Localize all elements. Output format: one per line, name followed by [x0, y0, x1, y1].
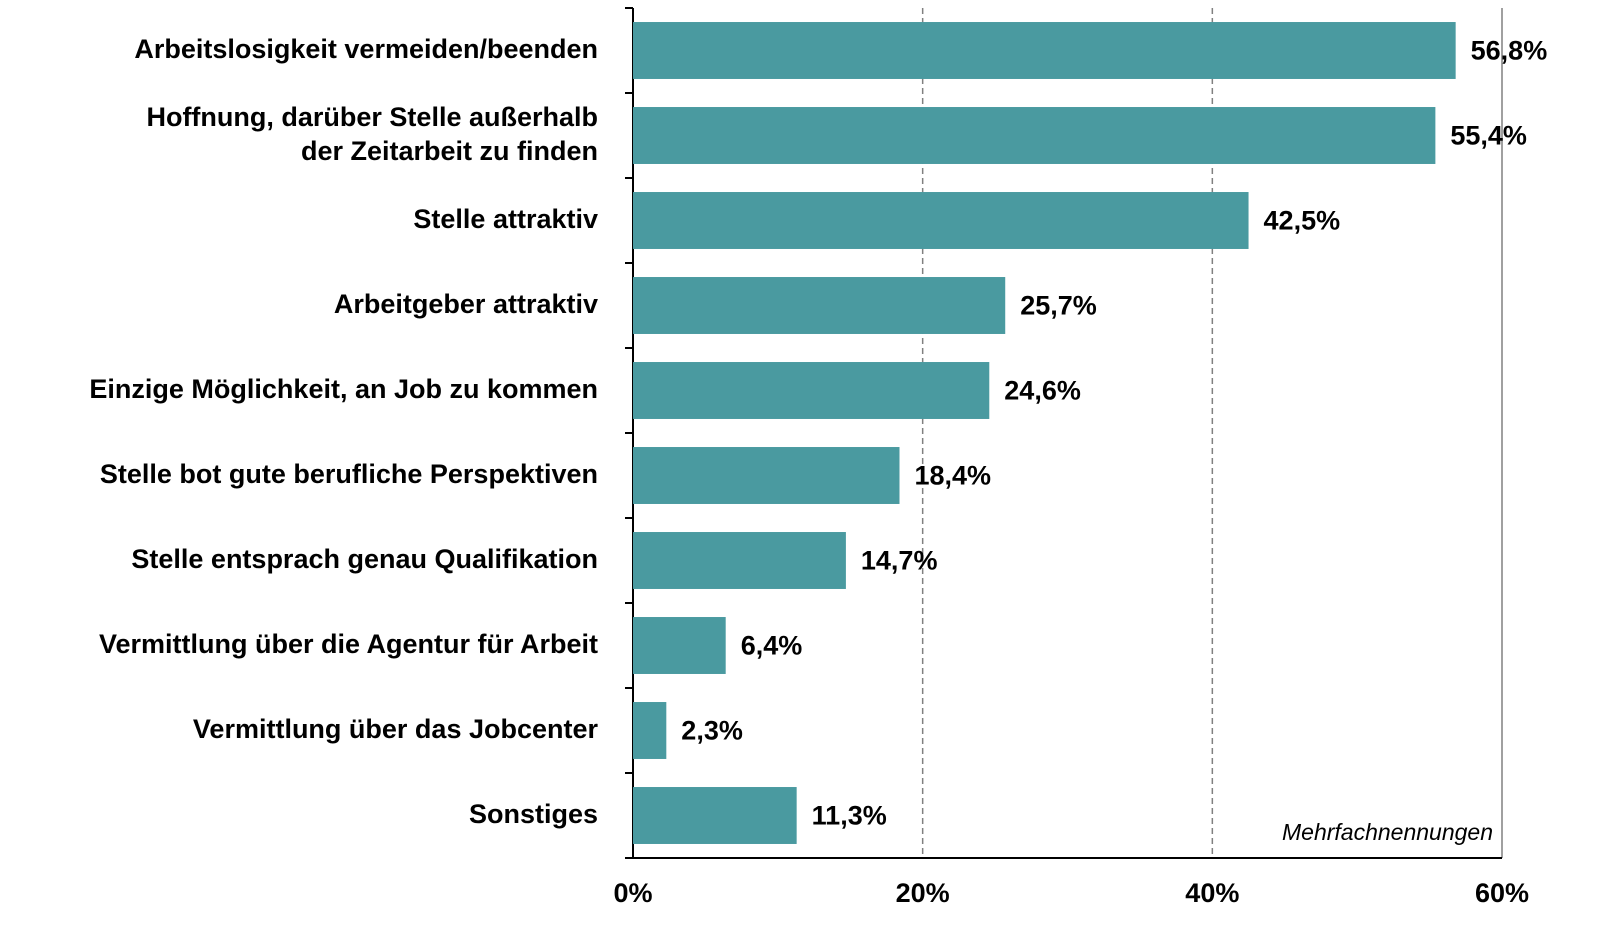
value-label: 42,5%: [1264, 206, 1341, 236]
y-tick-label: Stelle entsprach genau Qualifikation: [131, 543, 598, 574]
value-label: 11,3%: [812, 801, 887, 831]
bar: [633, 192, 1249, 249]
y-tick-label: Einzige Möglichkeit, an Job zu kommen: [89, 373, 598, 404]
value-label: 2,3%: [681, 716, 743, 746]
bar: [633, 447, 900, 504]
x-tick-label: 20%: [896, 878, 950, 908]
y-tick-label: Vermittlung über die Agentur für Arbeit: [98, 628, 598, 659]
value-label: 25,7%: [1020, 291, 1097, 321]
annotation: Mehrfachnennungen: [1282, 819, 1493, 845]
bar: [633, 787, 797, 844]
value-label: 55,4%: [1450, 121, 1527, 151]
bar: [633, 107, 1436, 164]
value-label: 24,6%: [1004, 376, 1081, 406]
bar: [633, 277, 1006, 334]
bar: [633, 362, 990, 419]
y-tick-label: Arbeitslosigkeit vermeiden/beenden: [134, 33, 598, 64]
x-tick-label: 0%: [613, 878, 652, 908]
y-tick-label: Arbeitgeber attraktiv: [333, 288, 598, 319]
bar: [633, 617, 726, 674]
value-label: 18,4%: [914, 461, 991, 491]
x-tick-label: 60%: [1475, 878, 1529, 908]
y-tick-label: Stelle attraktiv: [413, 203, 598, 234]
y-tick-label: Stelle bot gute berufliche Perspektiven: [99, 458, 598, 489]
y-tick-label: Sonstiges: [468, 798, 598, 829]
value-label: 56,8%: [1471, 36, 1548, 66]
value-label: 14,7%: [861, 546, 938, 576]
bar: [633, 22, 1456, 79]
x-tick-label: 40%: [1185, 878, 1239, 908]
y-tick-label: Vermittlung über das Jobcenter: [192, 713, 598, 744]
value-label: 6,4%: [741, 631, 803, 661]
y-tick-label: Hoffnung, darüber Stelle außerhalb der Z…: [146, 101, 598, 166]
bar: [633, 702, 667, 759]
bar: [633, 532, 846, 589]
